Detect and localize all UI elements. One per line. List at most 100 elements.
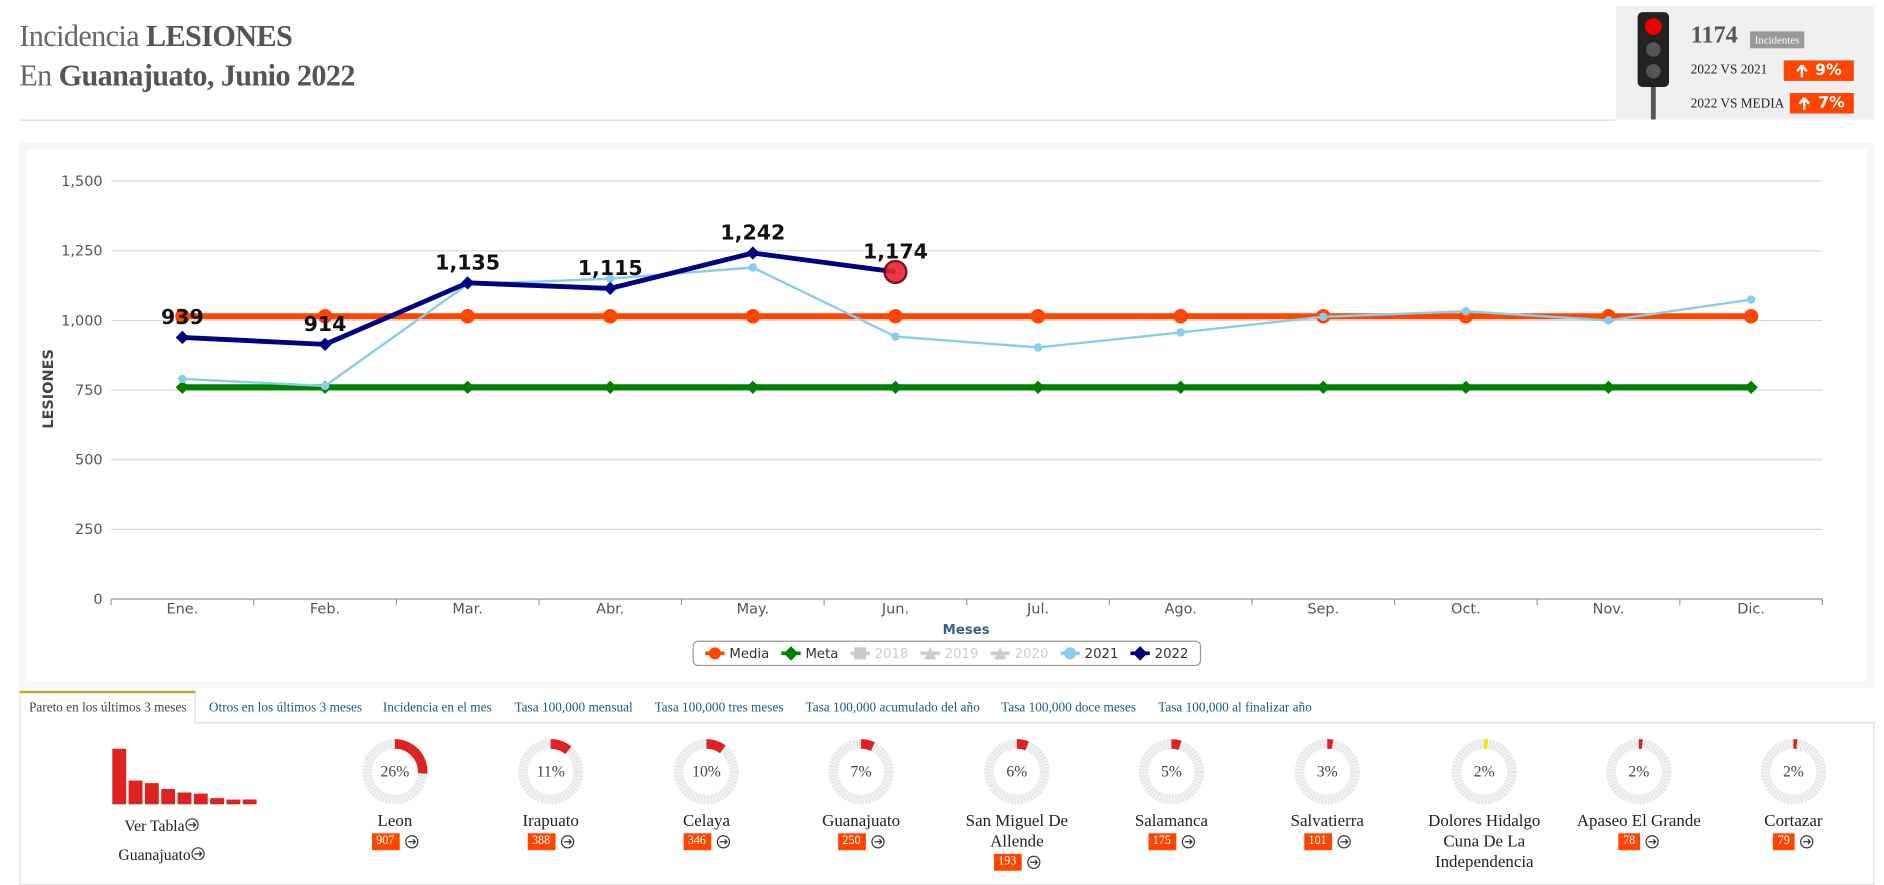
item-count: 78 <box>1618 833 1641 851</box>
link[interactable]: Guanajuato <box>89 845 234 864</box>
gauge: 6% <box>984 739 1050 805</box>
gauge: 10% <box>673 739 740 805</box>
gauge-label: 7% <box>851 764 872 781</box>
gauge-label: 2% <box>1628 764 1649 781</box>
item-count-row[interactable]: 193 <box>993 853 1040 871</box>
pareto-bar <box>112 748 127 805</box>
legend-label: Meta <box>805 647 838 662</box>
traffic-light <box>1637 12 1670 120</box>
link-icon <box>1336 835 1351 849</box>
item-count-row[interactable]: 101 <box>1303 833 1351 851</box>
item-count-row[interactable]: 78 <box>1618 833 1659 851</box>
data-point <box>317 309 333 324</box>
data-label: 914 <box>304 312 347 336</box>
data-point <box>1316 380 1330 394</box>
item-name: Leon <box>377 812 413 831</box>
gauge: 11% <box>518 739 584 805</box>
gauge-track <box>1606 739 1672 805</box>
gauge-track <box>1760 739 1827 805</box>
subtitle-bold: Guanajuato, Junio 2022 <box>58 60 356 93</box>
x-tick-label: Ene. <box>166 602 198 618</box>
title: Incidencia LESIONES <box>19 21 292 55</box>
legend-marker <box>924 647 937 660</box>
tab[interactable]: Otros en los últimos 3 meses <box>208 700 363 715</box>
link-icon <box>1026 855 1040 869</box>
gauge: 2% <box>1760 739 1827 805</box>
link-icon <box>560 835 574 849</box>
legend-marker <box>854 647 867 660</box>
data-point <box>891 332 900 341</box>
item-name: Irapuato <box>522 812 579 831</box>
data-point <box>888 309 903 324</box>
tab[interactable]: Tasa 100,000 acumulado del año <box>805 700 980 715</box>
x-tick-label: Nov. <box>1593 602 1625 618</box>
tab[interactable]: Incidencia en el mes <box>382 700 492 715</box>
gauge-arc <box>1016 739 1029 751</box>
gauge-label: 6% <box>1006 764 1027 781</box>
item-count: 250 <box>837 833 866 851</box>
up-arrow <box>1796 63 1808 77</box>
data-label: 1,115 <box>578 256 643 280</box>
item-count-row[interactable]: 388 <box>527 833 574 851</box>
gauge-label: 3% <box>1317 764 1338 781</box>
tab[interactable]: Tasa 100,000 al finalizar año <box>1158 700 1312 715</box>
pareto-bar <box>177 792 192 805</box>
pareto-bar <box>128 780 143 805</box>
gauge: 26% <box>362 739 428 805</box>
title-bold: LESIONES <box>145 20 293 54</box>
tab[interactable]: Tasa 100,000 doce meses <box>1001 700 1137 715</box>
item-name: Apaseo El Grande <box>1576 812 1701 831</box>
gauge-label: 11% <box>537 764 565 781</box>
data-point <box>1031 380 1045 394</box>
legend-label: 2018 <box>875 647 909 662</box>
item-count-row[interactable]: 346 <box>682 833 730 851</box>
item-count-row[interactable]: 79 <box>1772 833 1814 851</box>
tab[interactable]: Pareto en los últimos 3 meses <box>28 700 187 715</box>
pareto-minichart <box>112 748 257 805</box>
link-text: Guanajuato <box>118 845 191 864</box>
data-point <box>606 274 615 283</box>
up-arrow <box>1799 96 1811 110</box>
y-tick-label: 750 <box>75 383 103 399</box>
y-tick-label: 0 <box>93 592 102 608</box>
link[interactable]: Ver Tabla <box>89 816 234 835</box>
tab[interactable]: Tasa 100,000 mensual <box>514 700 633 715</box>
x-tick-label: Feb. <box>310 602 340 618</box>
link-icon <box>185 818 199 832</box>
data-point <box>1173 309 1188 324</box>
x-tick-label: Jul. <box>1026 602 1049 618</box>
y-tick-label: 500 <box>75 453 103 469</box>
pareto-item: 26% Leon 907 <box>322 737 467 851</box>
item-count-row[interactable]: 907 <box>371 833 418 851</box>
tab[interactable]: Tasa 100,000 tres meses <box>654 700 784 715</box>
data-point <box>175 309 190 324</box>
pareto-item: 11% Irapuato 388 <box>478 737 623 851</box>
item-count: 907 <box>371 833 400 851</box>
item-name: Salvatierra <box>1290 812 1364 831</box>
legend-label: 2019 <box>945 647 979 662</box>
link-icon <box>1645 835 1659 849</box>
gauge: 5% <box>1138 739 1205 805</box>
pareto-bar <box>144 783 159 805</box>
data-point <box>1459 380 1473 394</box>
pareto-bar <box>242 799 257 805</box>
y-tick-label: 250 <box>75 522 103 538</box>
gauge: 3% <box>1294 739 1360 805</box>
series-line <box>182 266 1752 388</box>
x-tick-label: Ago. <box>1165 602 1197 618</box>
item-count-row[interactable]: 250 <box>837 833 885 851</box>
gauge-track <box>673 739 740 805</box>
item-name: Salamanca <box>1134 812 1209 831</box>
legend-box <box>692 640 1202 667</box>
x-tick-label: Sep. <box>1307 602 1339 618</box>
data-label: 1,135 <box>435 251 500 275</box>
x-axis-title: Meses <box>943 623 990 638</box>
summary-total: 1174 <box>1690 21 1738 49</box>
data-point <box>745 309 761 324</box>
gauge-arc <box>394 739 428 774</box>
gauge: 7% <box>828 739 894 805</box>
y-tick-label: 1,500 <box>61 174 102 190</box>
data-point <box>888 380 903 394</box>
item-count-row[interactable]: 175 <box>1147 833 1195 851</box>
